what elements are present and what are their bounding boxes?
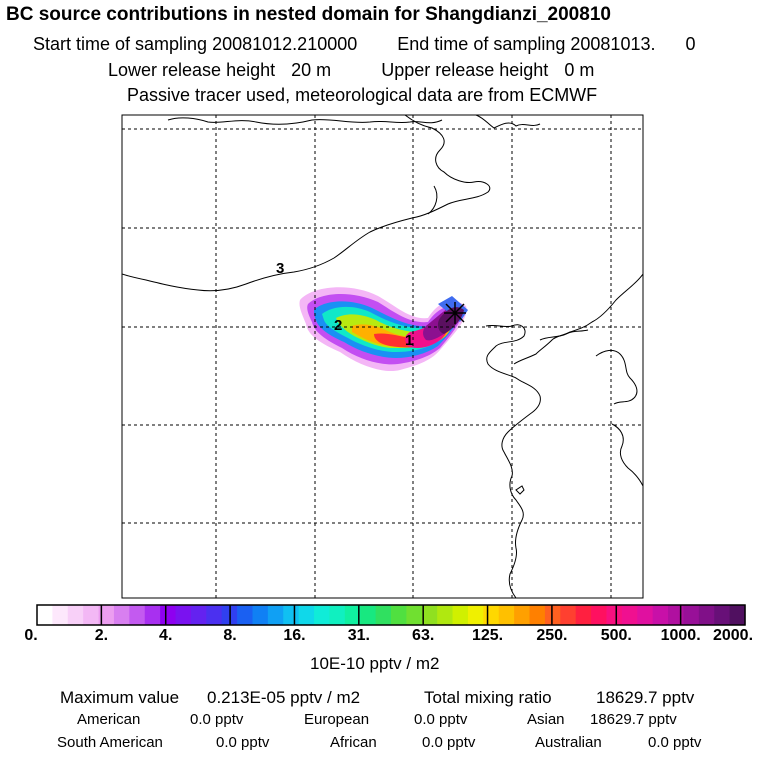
colorbar-swatch bbox=[591, 605, 608, 625]
colorbar-swatch bbox=[698, 605, 715, 625]
colorbar-swatch bbox=[329, 605, 346, 625]
start-time-value: 20081012.210000 bbox=[212, 34, 358, 54]
region-label-3: 3 bbox=[276, 260, 284, 277]
colorbar-swatch bbox=[714, 605, 731, 625]
colorbar-units: 10E-10 pptv / m2 bbox=[310, 654, 440, 673]
colorbar-swatch bbox=[160, 605, 177, 625]
colorbar-swatch bbox=[190, 605, 207, 625]
region-value-european: 0.0 pptv bbox=[414, 711, 468, 728]
max-value: 0.213E-05 pptv / m2 bbox=[207, 688, 361, 707]
colorbar-tick-label: 0. bbox=[24, 627, 38, 644]
colorbar-swatch bbox=[344, 605, 361, 625]
end-time-value-2: 0 bbox=[685, 34, 696, 54]
colorbar-swatch bbox=[729, 605, 746, 625]
colorbar-swatch bbox=[560, 605, 577, 625]
colorbar-swatch bbox=[98, 605, 115, 625]
lat-lon-grid bbox=[122, 115, 643, 598]
colorbar-swatch bbox=[637, 605, 654, 625]
colorbar-swatch bbox=[83, 605, 100, 625]
region-value-south-american: 0.0 pptv bbox=[216, 734, 270, 751]
colorbar-tick-label: 8. bbox=[223, 627, 237, 644]
colorbar-swatch bbox=[467, 605, 484, 625]
colorbar-tick-label: 63. bbox=[412, 627, 435, 644]
colorbar-tick-label: 250. bbox=[536, 627, 568, 644]
start-time-label: Start time of sampling bbox=[33, 34, 208, 54]
colorbar-swatch bbox=[498, 605, 515, 625]
end-time-value: 20081013. bbox=[570, 34, 656, 54]
colorbar-swatch bbox=[237, 605, 254, 625]
colorbar-swatch bbox=[483, 605, 500, 625]
colorbar-swatch bbox=[452, 605, 469, 625]
colorbar-swatch bbox=[621, 605, 638, 625]
colorbar-swatch bbox=[360, 605, 377, 625]
region-value-australian: 0.0 pptv bbox=[648, 734, 702, 751]
max-value-label: Maximum value bbox=[60, 688, 180, 707]
colorbar-frame bbox=[36, 604, 746, 626]
colorbar-swatch bbox=[375, 605, 392, 625]
sampling-time-line: Start time of sampling 20081012.210000 E… bbox=[33, 34, 696, 55]
coastlines bbox=[122, 115, 643, 598]
colorbar-swatch bbox=[113, 605, 130, 625]
colorbar-swatch bbox=[252, 605, 269, 625]
region-name-asian: Asian bbox=[527, 711, 565, 728]
colorbar-swatch bbox=[406, 605, 423, 625]
tracer-note: Passive tracer used, meteorological data… bbox=[127, 85, 598, 105]
colorbar-swatch bbox=[175, 605, 192, 625]
upper-height-label: Upper release height bbox=[381, 60, 549, 80]
region-name-american: American bbox=[77, 711, 141, 728]
map-frame bbox=[121, 114, 644, 599]
colorbar-swatch bbox=[52, 605, 69, 625]
colorbar-tick-label: 4. bbox=[159, 627, 173, 644]
colorbar-tick-label: 125. bbox=[471, 627, 504, 644]
colorbar-swatch bbox=[514, 605, 531, 625]
concentration-plume bbox=[299, 287, 468, 372]
colorbar-swatch bbox=[544, 605, 561, 625]
colorbar-swatch bbox=[683, 605, 700, 625]
upper-height-value: 0 m bbox=[564, 60, 595, 80]
region-name-australian: Australian bbox=[535, 734, 602, 751]
colorbar-swatch bbox=[652, 605, 669, 625]
colorbar-swatch bbox=[267, 605, 284, 625]
plume-core-max bbox=[437, 307, 464, 334]
colorbar-tick-label: 2000. bbox=[712, 627, 754, 644]
colorbar-swatch bbox=[283, 605, 300, 625]
colorbar-swatch bbox=[437, 605, 454, 625]
colorbar-tick-label: 31. bbox=[347, 627, 370, 644]
colorbar bbox=[37, 605, 746, 625]
colorbar-swatch bbox=[668, 605, 685, 625]
end-time-label: End time of sampling bbox=[397, 34, 566, 54]
region-name-south-american: South American bbox=[57, 734, 163, 751]
colorbar-swatch bbox=[314, 605, 331, 625]
colorbar-swatch bbox=[67, 605, 84, 625]
colorbar-tick-label: 1000. bbox=[660, 627, 701, 644]
colorbar-swatch bbox=[129, 605, 146, 625]
colorbar-swatch bbox=[529, 605, 546, 625]
colorbar-swatch bbox=[391, 605, 407, 625]
region-label-1: 1 bbox=[405, 332, 413, 349]
colorbar-swatch bbox=[606, 605, 623, 625]
region-label-2: 2 bbox=[334, 317, 342, 334]
colorbar-swatch bbox=[37, 605, 53, 625]
region-name-european: European bbox=[304, 711, 370, 728]
receptor-marker bbox=[444, 302, 466, 324]
plot-title: BC source contributions in nested domain… bbox=[6, 4, 611, 25]
lower-height-label: Lower release height bbox=[108, 60, 276, 80]
lower-height-value: 20 m bbox=[291, 60, 332, 80]
total-mixing-label: Total mixing ratio bbox=[424, 688, 552, 707]
region-value-african: 0.0 pptv bbox=[422, 734, 476, 751]
region-value-american: 0.0 pptv bbox=[190, 711, 244, 728]
colorbar-swatch bbox=[421, 605, 438, 625]
release-height-line: Lower release height 20 m Upper release … bbox=[108, 60, 594, 81]
colorbar-swatch bbox=[575, 605, 592, 625]
colorbar-tick-label: 16. bbox=[283, 627, 306, 644]
colorbar-tick-label: 2. bbox=[94, 627, 109, 644]
total-mixing-value: 18629.7 pptv bbox=[596, 688, 695, 707]
colorbar-swatch bbox=[144, 605, 161, 625]
region-value-asian: 18629.7 pptv bbox=[590, 711, 677, 728]
colorbar-swatch bbox=[206, 605, 223, 625]
region-name-african: African bbox=[330, 734, 377, 751]
colorbar-tick-label: 500. bbox=[600, 627, 632, 644]
colorbar-swatch bbox=[298, 605, 315, 625]
